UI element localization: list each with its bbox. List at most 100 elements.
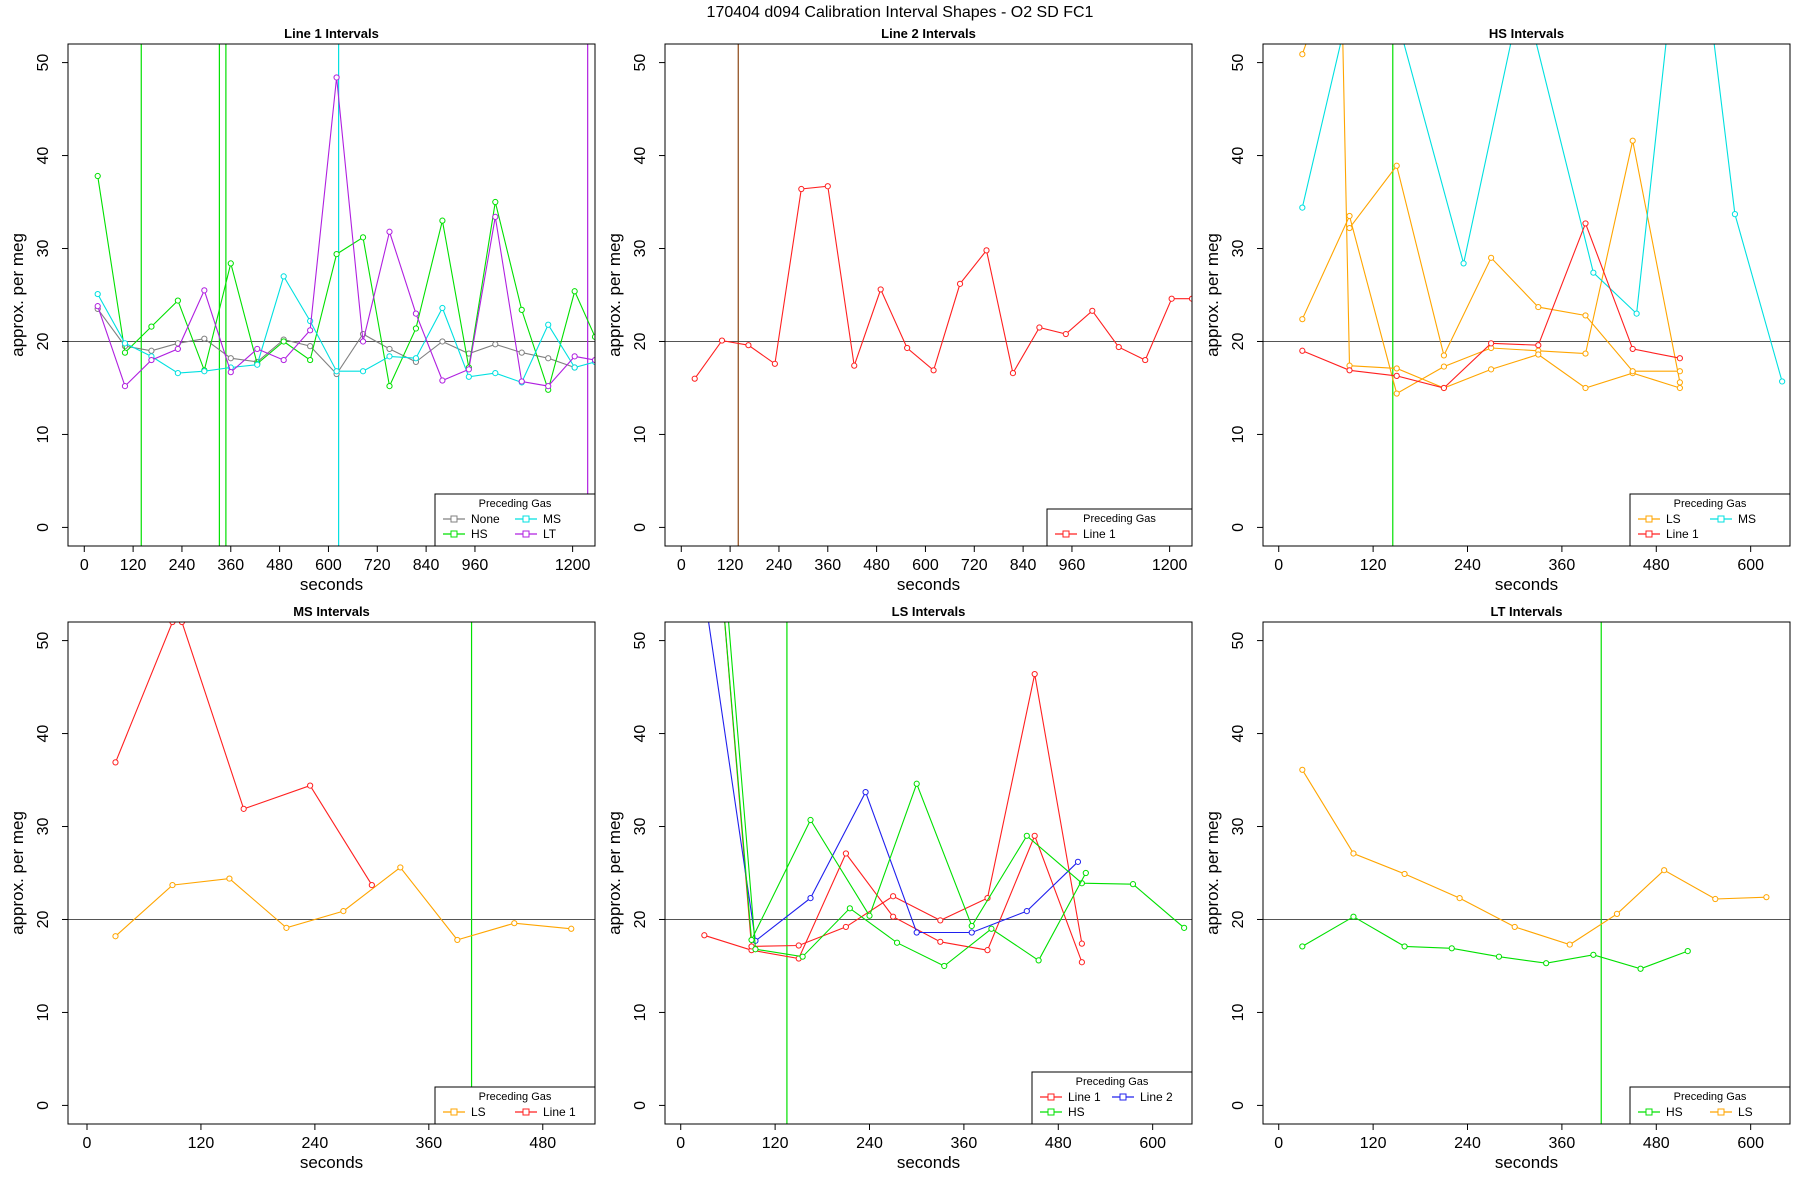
x-axis-label: seconds bbox=[897, 1153, 960, 1172]
data-point bbox=[571, 364, 578, 371]
x-axis-label: seconds bbox=[1495, 1153, 1558, 1172]
y-tick-label: 30 bbox=[632, 240, 649, 258]
data-point bbox=[745, 342, 752, 349]
legend-marker bbox=[450, 530, 458, 538]
x-tick-label: 360 bbox=[1549, 557, 1576, 574]
data-point bbox=[359, 338, 367, 345]
y-tick-label: 50 bbox=[1230, 632, 1247, 650]
y-tick-label: 40 bbox=[632, 725, 649, 743]
data-point bbox=[752, 946, 759, 953]
data-point bbox=[1031, 832, 1038, 839]
y-axis-label: approx. per meg bbox=[8, 233, 27, 357]
data-point bbox=[1535, 303, 1542, 311]
data-point bbox=[254, 361, 261, 368]
x-axis-label: seconds bbox=[1495, 575, 1558, 594]
figure-title: 170404 d094 Calibration Interval Shapes … bbox=[707, 4, 1094, 21]
legend: Preceding Gas Line 1 bbox=[1046, 508, 1193, 547]
data-point bbox=[121, 383, 129, 390]
legend-label: LS bbox=[471, 1105, 486, 1119]
data-point bbox=[1401, 943, 1408, 950]
series-line-hs bbox=[724, 622, 1185, 942]
legend: Preceding Gas HS LS bbox=[1629, 1086, 1791, 1125]
data-point bbox=[1168, 295, 1175, 302]
x-tick-label: 720 bbox=[961, 557, 988, 574]
data-point bbox=[226, 875, 233, 882]
y-axis-label: approx. per meg bbox=[1203, 233, 1222, 357]
y-tick-label: 10 bbox=[35, 425, 52, 443]
data-point bbox=[121, 340, 129, 347]
data-point bbox=[359, 234, 367, 241]
data-point bbox=[386, 383, 393, 390]
data-point bbox=[359, 368, 367, 375]
data-point bbox=[121, 349, 129, 356]
data-point bbox=[1440, 352, 1448, 359]
x-tick-label: 600 bbox=[315, 557, 342, 574]
data-point bbox=[842, 923, 850, 931]
y-tick-label: 0 bbox=[1230, 523, 1247, 532]
legend-marker bbox=[1717, 1108, 1725, 1116]
plot-area bbox=[665, 44, 1192, 546]
y-tick-label: 40 bbox=[1230, 725, 1247, 743]
y-tick-label: 10 bbox=[632, 1003, 649, 1021]
panel-title: MS Intervals bbox=[293, 604, 370, 619]
data-point bbox=[1582, 220, 1589, 227]
data-point bbox=[807, 895, 814, 902]
y-tick-label: 20 bbox=[1230, 332, 1247, 350]
data-point bbox=[412, 310, 420, 317]
data-point bbox=[333, 74, 340, 81]
x-tick-label: 120 bbox=[188, 1135, 215, 1152]
data-point bbox=[386, 345, 393, 353]
data-point bbox=[941, 962, 948, 970]
x-tick-label: 240 bbox=[766, 557, 793, 574]
legend-marker bbox=[450, 1108, 458, 1116]
y-tick-label: 30 bbox=[632, 818, 649, 836]
legend-marker bbox=[1717, 515, 1725, 523]
data-point bbox=[1488, 254, 1495, 261]
data-point bbox=[1613, 910, 1621, 918]
data-point bbox=[307, 782, 314, 789]
series-line-line-2 bbox=[708, 622, 1079, 942]
y-tick-label: 30 bbox=[1230, 818, 1247, 836]
x-axis-label: seconds bbox=[300, 575, 363, 594]
x-tick-label: 360 bbox=[1549, 1135, 1576, 1152]
legend-box bbox=[1031, 1071, 1193, 1125]
data-point bbox=[201, 287, 208, 294]
x-tick-label: 120 bbox=[717, 557, 744, 574]
data-point bbox=[1448, 945, 1455, 952]
legend-marker bbox=[522, 515, 530, 523]
data-point bbox=[518, 349, 525, 356]
legend-marker bbox=[1645, 1108, 1653, 1116]
data-point bbox=[333, 250, 340, 258]
data-point bbox=[412, 325, 420, 332]
data-point bbox=[1082, 869, 1089, 877]
x-tick-label: 480 bbox=[529, 1135, 556, 1152]
data-point bbox=[691, 375, 698, 382]
data-point bbox=[511, 920, 518, 927]
data-point bbox=[799, 953, 806, 960]
legend-marker bbox=[522, 530, 530, 538]
x-tick-label: 240 bbox=[302, 1135, 329, 1152]
x-tick-label: 480 bbox=[1643, 557, 1670, 574]
data-point bbox=[842, 850, 850, 857]
x-tick-label: 120 bbox=[1360, 557, 1387, 574]
data-point bbox=[1089, 307, 1096, 314]
x-tick-label: 960 bbox=[462, 557, 489, 574]
data-point bbox=[1401, 870, 1408, 878]
data-point bbox=[851, 362, 858, 369]
data-point bbox=[1142, 356, 1149, 364]
data-point bbox=[956, 280, 964, 287]
data-point bbox=[1393, 365, 1400, 372]
data-point bbox=[846, 905, 853, 912]
x-tick-label: 480 bbox=[1643, 1135, 1670, 1152]
y-tick-label: 10 bbox=[35, 1003, 52, 1021]
panel-5: LS Intervals 0 120 240 360 480 600 0 10 20 30 40 50 s… bbox=[605, 604, 1193, 1172]
data-point bbox=[254, 345, 261, 353]
data-point bbox=[1062, 330, 1069, 338]
data-point bbox=[1712, 895, 1719, 903]
plot-frame bbox=[664, 621, 1193, 1125]
data-point bbox=[798, 185, 805, 193]
y-tick-label: 20 bbox=[632, 910, 649, 928]
data-point bbox=[439, 304, 446, 312]
data-point bbox=[386, 228, 393, 235]
